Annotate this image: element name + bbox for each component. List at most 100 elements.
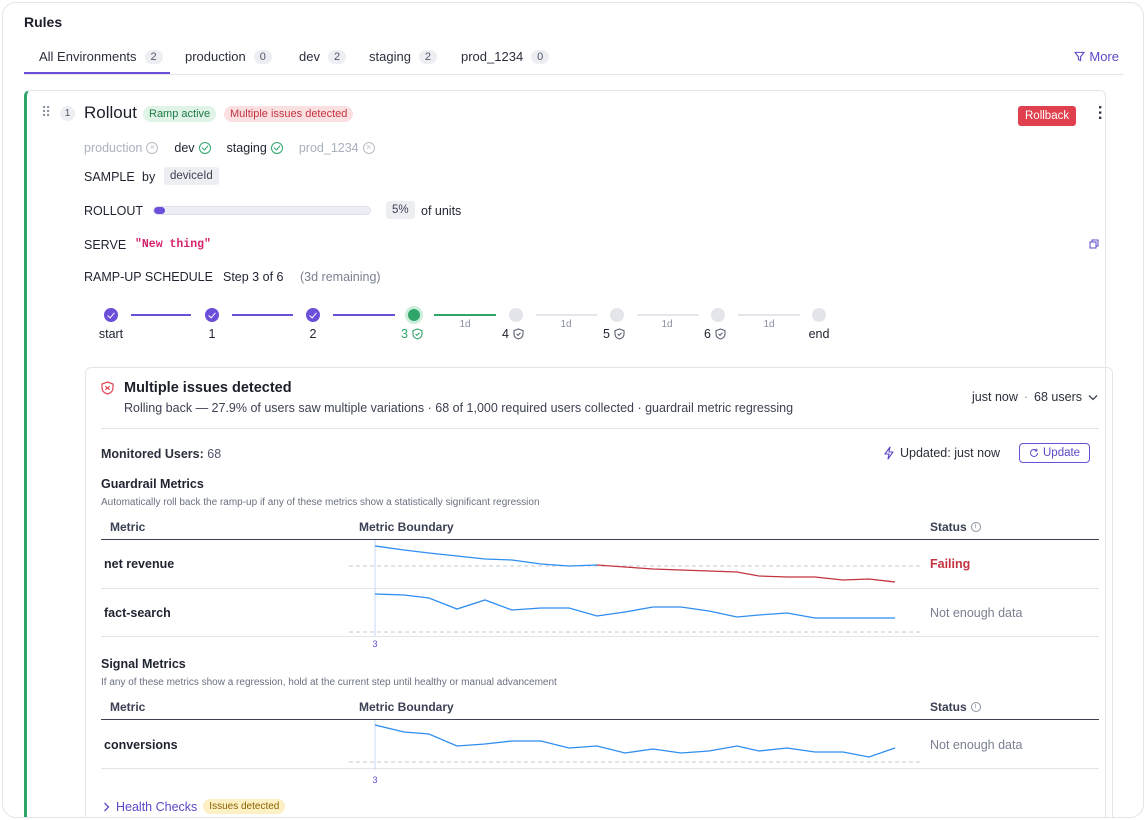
signal-col-boundary: Metric Boundary [359, 700, 454, 714]
health-checks-label: Health Checks [116, 799, 198, 814]
step-label: 4 [502, 327, 509, 341]
tab-count: 0 [253, 49, 272, 64]
monitored-label: Monitored Users: [101, 447, 204, 461]
step-duration: 1d [661, 319, 673, 330]
table-header-divider [101, 719, 1099, 720]
monitored-users: Monitored Users: 68 [101, 447, 221, 461]
metric-name: conversions [104, 738, 178, 752]
tab-staging[interactable]: staging 2 [369, 49, 438, 64]
kebab-menu-icon[interactable]: ··· [1091, 105, 1108, 121]
step-connector [333, 314, 395, 316]
step-node-1 [205, 308, 219, 322]
env-staging: staging [226, 141, 267, 155]
rollback-button[interactable]: Rollback [1018, 106, 1077, 126]
rollout-progress-fill [154, 207, 165, 214]
rollout-label: ROLLOUT [84, 204, 144, 218]
step-label: 2 [309, 327, 317, 341]
step-connector [536, 314, 597, 316]
disabled-icon: × [146, 142, 159, 154]
ramp-remaining: (3d remaining) [300, 270, 381, 284]
net-revenue-line-failing [596, 564, 896, 583]
guardrail-description: Automatically roll back the ramp-up if a… [101, 497, 540, 508]
guardrail-col-metric: Metric [110, 520, 146, 534]
more-filter-button[interactable]: More [1074, 49, 1119, 64]
fact-search-line [374, 593, 895, 619]
signal-sparklines: 3 [349, 720, 922, 784]
metric-status: Failing [930, 557, 971, 571]
step-node-6 [711, 308, 725, 322]
tab-production[interactable]: production 0 [185, 49, 272, 64]
step-6-label-group: 6 [704, 327, 726, 341]
issues-summary-toggle[interactable]: just now · 68 users [972, 390, 1098, 404]
filter-icon [1074, 51, 1086, 62]
tab-count: 2 [144, 49, 163, 64]
issues-users: 68 users [1034, 390, 1082, 404]
step-connector [131, 314, 191, 316]
divider [101, 428, 1099, 429]
serve-value: "New thing" [135, 238, 211, 251]
issues-card: Multiple issues detected Rolling back — … [85, 367, 1113, 817]
info-icon[interactable]: i [970, 702, 981, 712]
step-duration: 1d [560, 319, 572, 330]
check-circle-icon [270, 142, 283, 154]
axis-step-label: 3 [372, 639, 377, 649]
status-header-label: Status [930, 520, 967, 534]
sample-by-label: by [142, 170, 156, 184]
chevron-down-icon [1088, 394, 1098, 400]
rollout-suffix: of units [421, 204, 462, 218]
rollout-percent: 5% [386, 201, 415, 219]
rule-card: ⠿ 1 Rollout Ramp active Multiple issues … [24, 90, 1113, 817]
shield-alert-icon [101, 381, 114, 395]
update-button-label: Update [1043, 447, 1081, 459]
rollout-progress-bar [153, 206, 371, 215]
tab-label: staging [369, 49, 411, 64]
tab-label: prod_1234 [461, 49, 524, 64]
monitored-value: 68 [207, 447, 222, 461]
active-tab-indicator [24, 72, 170, 74]
info-icon[interactable]: i [970, 522, 981, 532]
more-label: More [1089, 49, 1119, 64]
step-label: 6 [704, 327, 711, 341]
step-label: start [98, 327, 124, 341]
conversions-line [374, 724, 896, 758]
step-node-start [104, 308, 118, 322]
env-dev: dev [174, 141, 195, 155]
health-checks-toggle[interactable]: Health Checks Issues detected [103, 799, 286, 814]
step-connector [738, 314, 800, 316]
tab-label: production [185, 49, 246, 64]
table-header-divider [101, 539, 1099, 540]
step-5-label-group: 5 [603, 327, 625, 341]
check-circle-icon [198, 142, 211, 154]
ramp-schedule-label: RAMP-UP SCHEDULE [84, 270, 213, 284]
env-production: production [84, 141, 143, 155]
tab-all-environments[interactable]: All Environments 2 [39, 49, 163, 64]
update-button[interactable]: Update [1019, 443, 1091, 463]
updated-status: Updated: just now [883, 446, 1000, 460]
copy-icon[interactable] [1089, 239, 1099, 249]
step-3-label-group: 3 [401, 327, 423, 341]
tab-prod-1234[interactable]: prod_1234 0 [461, 49, 550, 64]
guardrail-sparklines: 3 [349, 540, 922, 649]
guardrail-title: Guardrail Metrics [101, 477, 204, 491]
metric-name: fact-search [104, 606, 171, 620]
step-node-2 [306, 308, 320, 322]
step-connector [637, 314, 699, 316]
status-header-label: Status [930, 700, 967, 714]
metric-status: Not enough data [930, 606, 1023, 620]
step-node-3 [405, 306, 423, 324]
drag-handle-icon[interactable]: ⠿ [41, 104, 51, 120]
environment-list: production × dev staging prod_1234 × [84, 141, 375, 155]
row-divider [101, 588, 1099, 589]
rule-index: 1 [60, 106, 75, 121]
tab-count: 0 [531, 49, 550, 64]
metric-status: Not enough data [930, 738, 1023, 752]
guardrail-col-boundary: Metric Boundary [359, 520, 454, 534]
signal-col-metric: Metric [110, 700, 146, 714]
guardrail-col-status: Status i [930, 520, 981, 534]
issues-title: Multiple issues detected [124, 380, 292, 396]
health-issues-badge: Issues detected [203, 799, 286, 814]
env-prod-1234: prod_1234 [298, 141, 359, 155]
shield-icon [715, 328, 726, 340]
issues-badge: Multiple issues detected [224, 106, 354, 122]
tab-dev[interactable]: dev 2 [299, 49, 347, 64]
